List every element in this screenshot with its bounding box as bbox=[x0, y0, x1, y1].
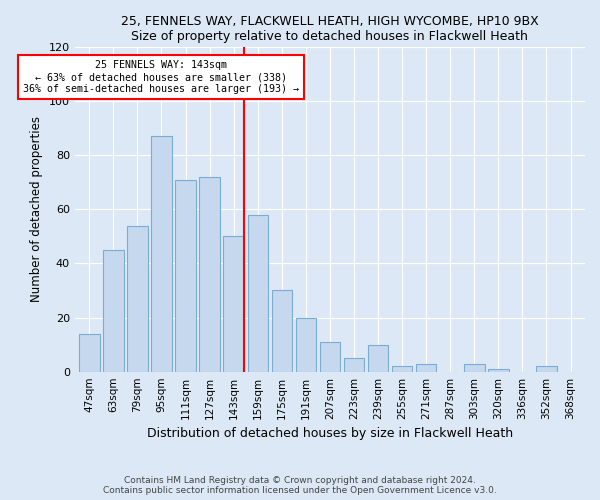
Bar bbox=[464, 364, 485, 372]
Bar bbox=[79, 334, 100, 372]
Bar bbox=[223, 236, 244, 372]
X-axis label: Distribution of detached houses by size in Flackwell Heath: Distribution of detached houses by size … bbox=[147, 427, 513, 440]
Bar bbox=[368, 344, 388, 372]
Bar bbox=[175, 180, 196, 372]
Bar bbox=[199, 177, 220, 372]
Text: Contains HM Land Registry data © Crown copyright and database right 2024.
Contai: Contains HM Land Registry data © Crown c… bbox=[103, 476, 497, 495]
Bar bbox=[272, 290, 292, 372]
Title: 25, FENNELS WAY, FLACKWELL HEATH, HIGH WYCOMBE, HP10 9BX
Size of property relati: 25, FENNELS WAY, FLACKWELL HEATH, HIGH W… bbox=[121, 15, 539, 43]
Y-axis label: Number of detached properties: Number of detached properties bbox=[31, 116, 43, 302]
Bar bbox=[296, 318, 316, 372]
Bar bbox=[103, 250, 124, 372]
Bar bbox=[488, 369, 509, 372]
Bar bbox=[416, 364, 436, 372]
Bar bbox=[320, 342, 340, 372]
Bar bbox=[344, 358, 364, 372]
Bar bbox=[127, 226, 148, 372]
Bar bbox=[536, 366, 557, 372]
Text: 25 FENNELS WAY: 143sqm
← 63% of detached houses are smaller (338)
36% of semi-de: 25 FENNELS WAY: 143sqm ← 63% of detached… bbox=[23, 60, 299, 94]
Bar bbox=[151, 136, 172, 372]
Bar bbox=[392, 366, 412, 372]
Bar bbox=[248, 214, 268, 372]
